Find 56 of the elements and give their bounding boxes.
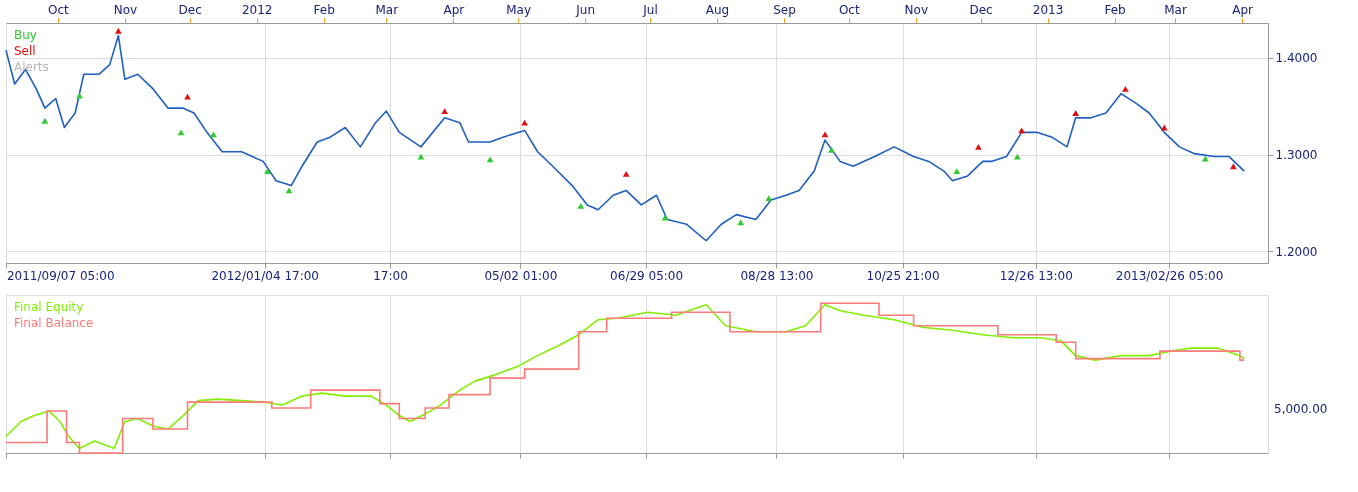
text: 5,000.00 bbox=[1274, 401, 1328, 416]
x2-tick-label: Apr bbox=[443, 2, 465, 17]
x2-tick-label: Sep bbox=[773, 2, 796, 17]
x2-tick-label: Dec bbox=[178, 2, 202, 17]
point bbox=[486, 156, 494, 163]
x2-tick-label: Nov bbox=[113, 2, 138, 17]
point bbox=[828, 146, 835, 153]
x-tick-label: 2012/01/04 17:00 bbox=[211, 268, 319, 283]
x2-tick-label: 2012 bbox=[241, 2, 273, 17]
x2-tick-label: Feb bbox=[1104, 2, 1126, 17]
point bbox=[765, 195, 773, 202]
x2-tick-label: Apr bbox=[1232, 2, 1254, 17]
x2-tick-label: Feb bbox=[313, 2, 335, 17]
point bbox=[577, 203, 585, 209]
x2-tick-label: Oct bbox=[47, 2, 70, 17]
point bbox=[821, 131, 829, 138]
point bbox=[210, 131, 217, 138]
x2-tick-label: Dec bbox=[969, 2, 993, 17]
point bbox=[953, 168, 961, 174]
y-tick-label: 1.3000 bbox=[1275, 148, 1318, 163]
point bbox=[1018, 127, 1025, 134]
text: Final Equity bbox=[14, 300, 84, 314]
y-tick-label: 1.2000 bbox=[1275, 244, 1318, 259]
text: Final Balance bbox=[14, 316, 94, 330]
point bbox=[441, 108, 449, 114]
x2-tick-label: 2013 bbox=[1032, 2, 1064, 17]
y-tick-label: 1.4000 bbox=[1275, 51, 1318, 66]
x-tick-label: 05/02 01:00 bbox=[484, 268, 558, 283]
point bbox=[264, 168, 271, 174]
point bbox=[1072, 110, 1080, 116]
point bbox=[115, 27, 122, 34]
x-tick-label: 08/28 13:00 bbox=[740, 268, 814, 283]
text: Buy bbox=[14, 28, 37, 42]
x2-tick-label: Mar bbox=[1164, 2, 1187, 17]
point bbox=[521, 119, 528, 126]
point bbox=[1122, 85, 1129, 92]
point bbox=[177, 129, 185, 136]
x-tick-label: 2013/02/26 05:00 bbox=[1115, 268, 1224, 283]
x2-tick-label: Oct bbox=[838, 2, 860, 17]
x-tick-label: 12/26 13:00 bbox=[999, 268, 1073, 283]
point bbox=[1230, 163, 1237, 170]
x2-tick-label: Mar bbox=[375, 2, 399, 17]
x-tick-label: 2011/09/07 05:00 bbox=[6, 268, 115, 283]
x2-tick-label: May bbox=[506, 2, 532, 17]
x2-tick-label: Jul bbox=[642, 2, 658, 17]
x-tick-label: 06/29 05:00 bbox=[610, 268, 684, 283]
text: Sell bbox=[14, 44, 36, 58]
point bbox=[975, 143, 982, 150]
point bbox=[41, 117, 49, 124]
x-tick-label: 10/25 21:00 bbox=[866, 268, 940, 283]
point bbox=[622, 171, 630, 177]
legend-label: Alerts bbox=[14, 60, 49, 74]
x-tick-label: 17:00 bbox=[373, 268, 408, 283]
x2-tick-label: Aug bbox=[705, 2, 730, 17]
x2-tick-label: Nov bbox=[904, 2, 928, 17]
x2-tick-label: Jun bbox=[575, 2, 596, 17]
